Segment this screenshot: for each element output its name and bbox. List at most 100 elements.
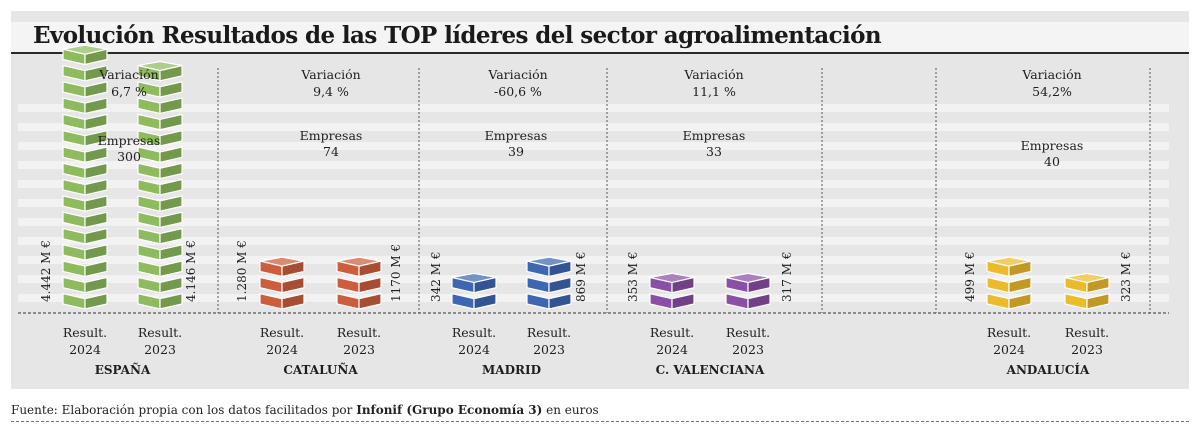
bar-label-4-1-word: Result. <box>1065 325 1109 340</box>
bar-2024-3-cube-0-right <box>671 292 695 310</box>
bar-2023-1-cube-0-right <box>358 292 382 310</box>
bar-2023-0-cube-11-right <box>159 113 183 131</box>
empresas-label-0: Empresas <box>98 133 161 148</box>
background-stripe-8 <box>18 256 1169 264</box>
bar-label-1-1-year: 2023 <box>343 342 375 357</box>
bar-2024-0-cube-10-right <box>84 129 108 147</box>
variacion-value-4: 54,2% <box>1032 84 1072 99</box>
bar-2024-3-top <box>649 272 695 284</box>
background-stripe-3 <box>18 161 1169 169</box>
value-label-2023-1: 1170 M € <box>389 244 403 302</box>
bar-label-1-0-year: 2024 <box>266 342 298 357</box>
bar-label-2-1-year: 2023 <box>533 342 565 357</box>
background-stripe-9 <box>18 275 1169 283</box>
background-stripe-1 <box>18 123 1169 131</box>
variacion-label-4: Variación <box>1021 67 1081 82</box>
empresas-value-4: 40 <box>1044 154 1060 169</box>
bar-2023-0-cube-5-right <box>159 211 183 229</box>
bar-2023-0-top <box>137 60 183 72</box>
bottom-rule <box>11 421 1189 422</box>
bar-2024-2-cube-0-right <box>473 292 497 310</box>
bar-2023-0-cube-1-right <box>159 276 183 294</box>
bar-2023-0-cube-6-left <box>137 195 161 212</box>
bar-2024-0-cube-2-right <box>84 260 108 278</box>
bar-2024-2-top <box>451 272 497 284</box>
source-note: Fuente: Elaboración propia con los datos… <box>11 403 599 417</box>
bar-label-3-1-word: Result. <box>726 325 770 340</box>
background-stripe-5 <box>18 199 1169 207</box>
background-stripe-2 <box>18 142 1169 150</box>
background-stripe-7 <box>18 237 1169 245</box>
bar-label-4-1-year: 2023 <box>1071 342 1103 357</box>
value-label-2023-0: 4.146 M € <box>184 240 198 302</box>
bar-2023-0-cube-3-right <box>159 244 183 261</box>
background-stripe-4 <box>18 180 1169 188</box>
background-stripe-0 <box>18 104 1169 112</box>
empresas-value-3: 33 <box>706 144 722 159</box>
empresas-label-2: Empresas <box>485 128 548 143</box>
bar-label-3-0-word: Result. <box>650 325 694 340</box>
background-stripe-6 <box>18 218 1169 226</box>
variacion-value-1: 9,4 % <box>313 84 349 99</box>
bar-2023-0-cube-6-right <box>159 195 183 212</box>
bar-2023-2-cube-0-right <box>548 292 572 310</box>
bar-2023-1-top <box>336 256 382 267</box>
bar-2024-0-cube-13-left <box>62 81 86 98</box>
bar-2023-0-cube-8-right <box>159 162 183 180</box>
bar-2024-0-cube-1-right <box>84 276 108 294</box>
variacion-value-0: 6,7 % <box>111 84 147 99</box>
bar-label-0-1-year: 2023 <box>144 342 176 357</box>
bar-label-2-0-year: 2024 <box>458 342 490 357</box>
bar-2024-0-cube-6-left <box>62 195 86 212</box>
bar-2023-0-cube-0-right <box>159 292 183 310</box>
bar-label-3-1-year: 2023 <box>732 342 764 357</box>
bar-2024-0-cube-9-right <box>84 146 108 164</box>
variacion-value-3: 11,1 % <box>692 84 736 99</box>
title-bar <box>11 22 1189 54</box>
bar-2023-0-cube-10-right <box>159 129 183 147</box>
source-suffix: en euros <box>542 403 599 417</box>
bar-2024-4-cube-0-right <box>1008 292 1032 310</box>
bar-2024-0-cube-14-right <box>84 64 108 82</box>
category-label-0: ESPAÑA <box>95 362 151 377</box>
bar-2023-4-cube-0-right <box>1086 292 1110 310</box>
bar-2024-0-cube-6-right <box>84 195 108 212</box>
bar-label-1-1-word: Result. <box>337 325 381 340</box>
bar-2023-3-top <box>725 272 771 284</box>
bar-2023-3-cube-0-right <box>747 292 771 310</box>
bar-2024-0-cube-14-left <box>62 64 86 82</box>
empresas-label-1: Empresas <box>300 128 363 143</box>
value-label-2024-4: 499 M € <box>963 252 977 302</box>
category-label-4: ANDALUCÍA <box>1006 362 1090 377</box>
bar-2024-1-cube-1-right <box>281 276 305 294</box>
variacion-label-1: Variación <box>300 67 360 82</box>
bar-label-2-1-word: Result. <box>527 325 571 340</box>
background-stripe-10 <box>18 294 1169 302</box>
bar-label-0-0-word: Result. <box>63 325 107 340</box>
value-label-2024-0: 4.442 M € <box>39 240 53 302</box>
bar-2024-0-cube-3-right <box>84 244 108 261</box>
empresas-value-1: 74 <box>323 144 339 159</box>
value-label-2023-2: 869 M € <box>574 252 588 302</box>
bar-label-0-1-word: Result. <box>138 325 182 340</box>
chart-title: Evolución Resultados de las TOP líderes … <box>33 22 882 49</box>
bar-label-2-0-word: Result. <box>452 325 496 340</box>
source-prefix: Fuente: Elaboración propia con los datos… <box>11 403 357 417</box>
category-label-3: C. VALENCIANA <box>656 363 765 377</box>
bar-2023-0-cube-7-right <box>159 178 183 196</box>
bar-2023-4-top <box>1064 272 1110 284</box>
bar-2024-0-cube-12-right <box>84 97 108 115</box>
category-label-2: MADRID <box>482 363 541 377</box>
bar-2024-0-cube-8-right <box>84 162 108 180</box>
variacion-value-2: -60,6 % <box>494 84 542 99</box>
bar-label-4-0-year: 2024 <box>993 342 1025 357</box>
empresas-label-3: Empresas <box>683 128 746 143</box>
bar-2024-0-cube-0-right <box>84 292 108 310</box>
bar-2023-2-top <box>526 256 572 267</box>
value-label-2024-3: 353 M € <box>626 252 640 302</box>
variacion-label-2: Variación <box>487 67 547 82</box>
bar-label-4-0-word: Result. <box>987 325 1031 340</box>
bar-2024-0-top <box>62 44 108 55</box>
bar-2024-4-top <box>986 256 1032 267</box>
